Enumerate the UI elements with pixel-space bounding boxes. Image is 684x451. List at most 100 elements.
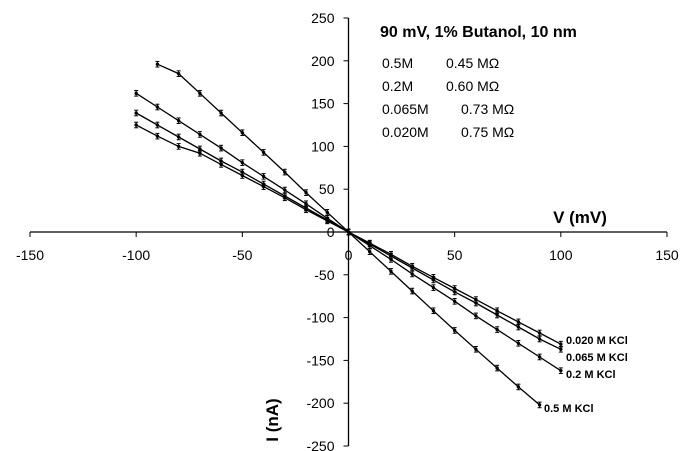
- data-point: [474, 347, 478, 351]
- data-point: [304, 190, 308, 195]
- data-point: [176, 71, 181, 76]
- x-tick-label: 50: [447, 247, 463, 263]
- legend-resistance-3: 0.75 MΩ: [461, 124, 514, 140]
- series-label-2: 0.2 M KCl: [566, 369, 616, 381]
- data-point: [537, 337, 542, 341]
- data-point: [134, 123, 138, 127]
- series-labels: 0.020 M KCl 0.065 M KCl 0.2 M KCl 0.5 M …: [544, 335, 628, 415]
- data-point: [155, 134, 160, 138]
- data-point: [495, 327, 499, 332]
- data-point: [198, 91, 202, 96]
- data-point: [155, 105, 160, 109]
- data-point: [198, 151, 202, 155]
- y-tick-label: 150: [311, 96, 335, 112]
- data-point: [304, 202, 308, 206]
- data-point: [198, 132, 202, 137]
- data-point: [261, 150, 266, 155]
- data-point: [346, 230, 351, 234]
- data-point: [283, 196, 287, 200]
- data-point: [495, 366, 499, 370]
- y-tick-label: -100: [306, 310, 334, 326]
- data-point: [410, 289, 414, 293]
- data-point: [431, 285, 436, 290]
- data-point: [155, 62, 160, 66]
- data-point: [219, 146, 223, 150]
- data-point: [134, 91, 138, 96]
- series-label-1: 0.065 M KCl: [566, 352, 628, 364]
- data-point: [134, 111, 138, 115]
- data-point: [452, 286, 457, 291]
- data-point: [431, 275, 436, 280]
- data-point: [368, 249, 372, 254]
- y-tick-label: 0: [327, 224, 335, 240]
- legend-concentration-2: 0.065M: [382, 101, 429, 117]
- data-point: [219, 162, 223, 167]
- data-point: [240, 173, 245, 178]
- legend-concentration-1: 0.2M: [382, 78, 413, 94]
- x-tick-label: -100: [122, 247, 150, 263]
- series-group: [134, 60, 563, 409]
- data-point: [410, 272, 414, 276]
- y-tick-label: -50: [314, 267, 334, 283]
- data-point: [304, 208, 308, 212]
- y-tick-label: 100: [311, 138, 335, 154]
- x-tick-label: 0: [345, 247, 353, 263]
- y-tick-label: -150: [306, 352, 334, 368]
- data-point: [516, 325, 521, 329]
- legend-table: 0.5M 0.45 MΩ 0.2M 0.60 MΩ 0.065M 0.73 MΩ…: [382, 55, 514, 140]
- data-point: [559, 347, 563, 351]
- data-point: [389, 252, 393, 256]
- data-point: [410, 264, 414, 268]
- legend-resistance-1: 0.60 MΩ: [446, 78, 499, 94]
- data-point: [495, 309, 499, 313]
- data-point: [537, 331, 542, 335]
- data-point: [176, 135, 181, 139]
- axes-group: -150 -100 -50 0 50 100 150 -250 -200 -150 -100 -50 0…: [16, 10, 679, 451]
- data-point: [325, 210, 329, 215]
- legend-concentration-3: 0.020M: [382, 124, 429, 140]
- data-point: [261, 184, 266, 189]
- data-point: [219, 111, 223, 115]
- y-axis-label: I (nA): [263, 398, 282, 441]
- data-point: [283, 188, 287, 192]
- data-point: [474, 314, 478, 318]
- data-point: [537, 403, 542, 407]
- data-point: [176, 119, 181, 123]
- data-point: [368, 241, 372, 245]
- chart-title: 90 mV, 1% Butanol, 10 nm: [380, 24, 577, 41]
- y-tick-label: 50: [319, 181, 335, 197]
- series-label-3: 0.5 M KCl: [544, 403, 594, 415]
- data-point: [198, 147, 202, 151]
- data-point: [537, 355, 542, 359]
- legend-resistance-0: 0.45 MΩ: [446, 55, 499, 71]
- data-point: [516, 320, 521, 324]
- x-axis-label: V (mV): [553, 208, 607, 227]
- data-point: [261, 174, 266, 179]
- data-point: [474, 297, 478, 302]
- x-tick-label: 100: [549, 247, 573, 263]
- series-label-0: 0.020 M KCl: [566, 335, 628, 347]
- data-point: [516, 385, 521, 389]
- y-tick-label: -250: [306, 438, 334, 451]
- x-tick-label: -150: [16, 247, 44, 263]
- data-point: [452, 299, 457, 304]
- y-tick-label: -200: [306, 395, 334, 411]
- data-point: [240, 131, 245, 135]
- data-point: [176, 144, 181, 149]
- data-point: [516, 341, 521, 345]
- y-tick-label: 250: [311, 10, 335, 26]
- data-point: [559, 368, 563, 373]
- data-point: [431, 309, 436, 313]
- y-tick-label: 200: [311, 53, 335, 69]
- x-tick-label: 150: [655, 247, 679, 263]
- data-point: [240, 160, 245, 165]
- legend-resistance-2: 0.73 MΩ: [461, 101, 514, 117]
- x-tick-label: -50: [232, 247, 252, 263]
- data-point: [325, 219, 329, 223]
- data-point: [283, 170, 287, 174]
- data-point: [452, 328, 457, 333]
- data-point: [495, 313, 499, 317]
- data-point: [155, 123, 160, 127]
- legend-concentration-0: 0.5M: [382, 55, 413, 71]
